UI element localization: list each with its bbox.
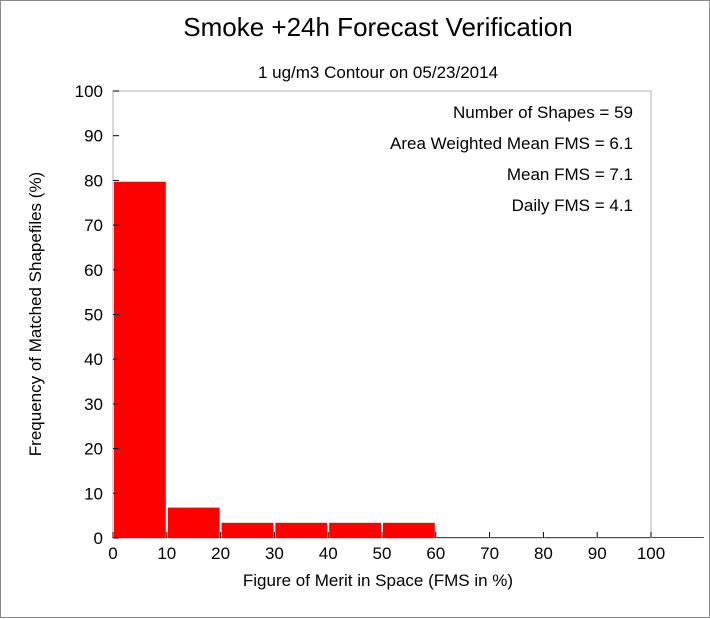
- bar-100: [652, 537, 704, 538]
- y-tick-label: 20: [84, 440, 103, 459]
- bar-0: [114, 181, 166, 538]
- x-tick-label: 30: [265, 544, 284, 563]
- bar-20: [221, 522, 274, 538]
- stat-annotation: Daily FMS = 4.1: [512, 196, 633, 215]
- x-tick-label: 50: [373, 544, 392, 563]
- bar-90: [598, 537, 650, 538]
- y-tick-label: 10: [84, 484, 103, 503]
- x-tick-label: 10: [157, 544, 176, 563]
- y-tick-label: 40: [84, 350, 103, 369]
- y-tick-label: 30: [84, 395, 103, 414]
- x-axis-label: Figure of Merit in Space (FMS in %): [243, 571, 513, 590]
- bar-10: [167, 507, 220, 538]
- y-tick-label: 90: [84, 127, 103, 146]
- x-tick-label: 90: [588, 544, 607, 563]
- chart-subtitle: 1 ug/m3 Contour on 05/23/2014: [258, 63, 498, 82]
- stat-annotation: Number of Shapes = 59: [453, 103, 633, 122]
- bar-60: [436, 537, 489, 538]
- bar-70: [490, 537, 543, 538]
- y-tick-label: 50: [84, 306, 103, 325]
- x-tick-label: 80: [534, 544, 553, 563]
- y-axis-label: Frequency of Matched Shapefiles (%): [26, 172, 45, 456]
- stats-annotations: Number of Shapes = 59 Area Weighted Mean …: [390, 103, 633, 215]
- y-tick-label: 0: [94, 529, 103, 548]
- plot-area: [112, 90, 652, 539]
- x-tick-label: 40: [319, 544, 338, 563]
- x-tick-label: 0: [108, 544, 117, 563]
- y-tick-label: 80: [84, 171, 103, 190]
- y-tick-label: 60: [84, 261, 103, 280]
- chart-title: Smoke +24h Forecast Verification: [183, 12, 572, 42]
- x-tick-label: 70: [480, 544, 499, 563]
- x-axis: 0 10 20 30 40 50 60 70 80 90 100: [108, 532, 665, 563]
- y-tick-label: 100: [75, 82, 103, 101]
- y-tick-label: 70: [84, 216, 103, 235]
- bars-group: [114, 181, 704, 538]
- stat-annotation: Area Weighted Mean FMS = 6.1: [390, 134, 633, 153]
- bar-50: [383, 522, 435, 538]
- bar-30: [275, 522, 328, 538]
- stat-annotation: Mean FMS = 7.1: [507, 165, 633, 184]
- x-tick-label: 60: [426, 544, 445, 563]
- bar-80: [544, 537, 597, 538]
- x-tick-label: 20: [211, 544, 230, 563]
- x-tick-label: 100: [637, 544, 665, 563]
- bar-40: [329, 522, 381, 538]
- y-axis: 0 10 20 30 40 50 60 70 80 90 100: [75, 82, 119, 548]
